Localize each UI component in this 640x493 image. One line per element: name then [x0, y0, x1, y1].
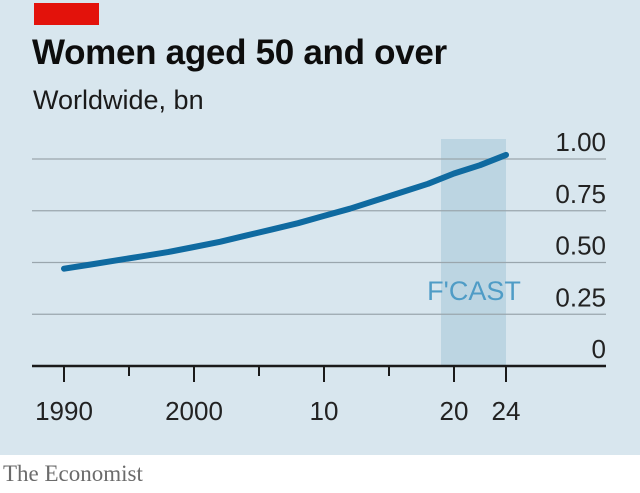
y-tick-label: 0.25	[555, 282, 606, 312]
source-credit: The Economist	[3, 461, 143, 486]
y-tick-label: 0	[592, 334, 606, 364]
chart-panel	[0, 0, 640, 455]
y-tick-label: 0.75	[555, 179, 606, 209]
line-chart: F'CAST 0 0.25 0.50 0.75 1.00 1990 2000 10 20 24	[32, 127, 606, 426]
y-tick-label: 1.00	[555, 127, 606, 157]
series-line	[61, 151, 509, 272]
x-tick-label: 24	[492, 396, 521, 426]
x-tick-label: 1990	[35, 396, 93, 426]
forecast-label: F'CAST	[427, 276, 521, 306]
y-tick-label: 0.50	[555, 231, 606, 261]
x-tick-label: 2000	[165, 396, 223, 426]
chart-subtitle: Worldwide, bn	[33, 85, 204, 115]
x-tick-label: 10	[310, 396, 339, 426]
chart-title: Women aged 50 and over	[32, 33, 447, 72]
x-tick-label: 20	[440, 396, 469, 426]
brand-red-tag	[34, 3, 99, 25]
